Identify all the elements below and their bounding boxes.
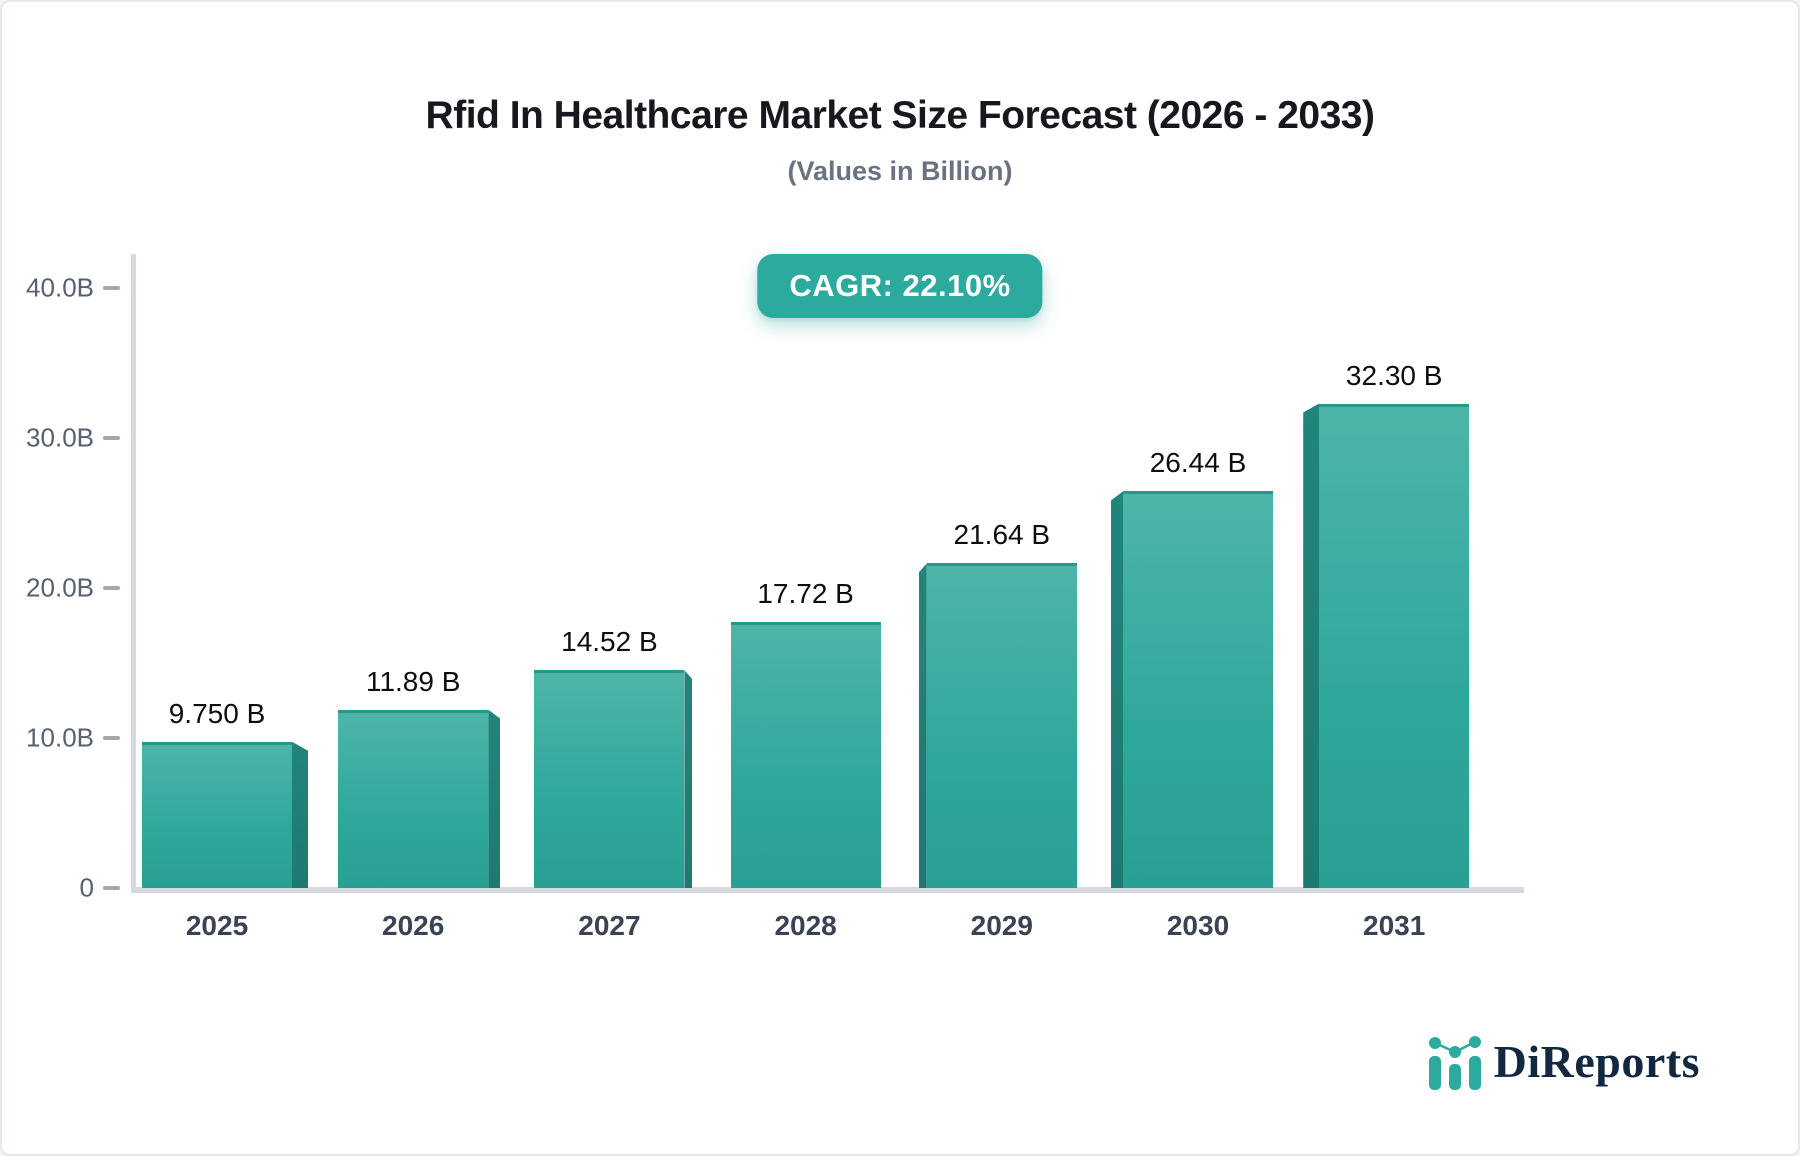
bar-value-label: 9.750 B	[168, 697, 266, 729]
bar-2028[interactable]	[730, 622, 881, 888]
y-axis-tick-mark	[103, 586, 120, 590]
brand-logo-text: DiReports	[1493, 1035, 1700, 1087]
bar-2027[interactable]	[534, 670, 685, 888]
bar-3d-side	[918, 563, 927, 888]
y-axis-tick-label: 30.0B	[26, 422, 94, 453]
y-axis-tick-mark	[103, 286, 120, 290]
bar-3d-side	[684, 670, 693, 888]
x-axis-label: 2031	[1363, 910, 1426, 941]
chart-heading: Rfid In Healthcare Market Size Forecast …	[2, 94, 1798, 187]
bar-2026[interactable]	[338, 709, 489, 888]
bar-3d-side	[1111, 491, 1123, 888]
x-axis-label: 2028	[774, 910, 837, 941]
y-axis-tick-mark	[103, 436, 120, 440]
bar-value-label: 21.64 B	[953, 519, 1051, 551]
mini-bar-chart-icon	[1428, 1036, 1481, 1090]
y-axis-tick-label: 10.0B	[26, 722, 94, 753]
x-axis-label: 2027	[578, 910, 641, 941]
x-axis-label: 2029	[970, 910, 1033, 941]
x-axis-baseline	[131, 887, 1524, 893]
y-axis-tick-label: 0	[79, 872, 94, 903]
bar-value-label: 26.44 B	[1149, 447, 1247, 479]
bar-value-label: 14.52 B	[561, 626, 658, 658]
chart-title: Rfid In Healthcare Market Size Forecast …	[425, 94, 1375, 137]
cagr-badge: CAGR: 22.10%	[757, 254, 1043, 318]
brand-logo: DiReports	[1426, 1030, 1700, 1092]
y-axis-tick-label: 20.0B	[26, 572, 94, 603]
chart-subtitle: (Values in Billion)	[787, 156, 1013, 186]
bar-2025[interactable]	[142, 741, 292, 888]
bar-2029[interactable]	[926, 563, 1077, 888]
x-axis-label: 2025	[185, 910, 249, 941]
bar-value-label: 11.89 B	[365, 665, 461, 697]
bar-3d-side	[488, 709, 501, 888]
x-axis-label: 2026	[382, 910, 445, 941]
y-axis-line	[131, 254, 136, 892]
bar-3d-side	[1303, 403, 1320, 888]
y-axis-tick-mark	[103, 886, 120, 890]
bar-3d-side	[292, 741, 308, 888]
y-axis-tick-mark	[103, 736, 120, 740]
x-axis-label: 2030	[1166, 910, 1230, 941]
bar-value-label: 17.72 B	[757, 578, 854, 610]
bar-value-label: 32.30 B	[1345, 359, 1443, 391]
bar-2031[interactable]	[1319, 403, 1470, 888]
bar-2030[interactable]	[1123, 491, 1273, 888]
y-axis-tick-label: 40.0B	[26, 272, 94, 303]
